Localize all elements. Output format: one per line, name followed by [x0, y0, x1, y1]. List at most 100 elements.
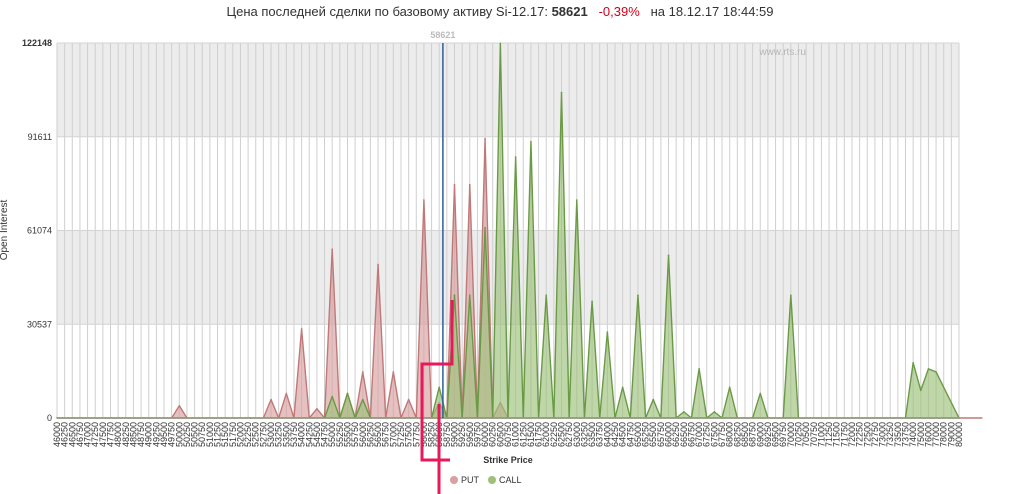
x-tick-label: 53250 — [274, 422, 284, 447]
x-tick-label: 50500 — [190, 422, 200, 447]
x-tick-label: 63000 — [572, 422, 582, 447]
x-tick-label: 62500 — [557, 422, 567, 447]
x-tick-label: 63750 — [595, 422, 605, 447]
x-tick-label: 54250 — [304, 422, 314, 447]
header-prefix: Цена последней сделки по базовому активу… — [226, 4, 548, 19]
data-point-call — [560, 91, 563, 94]
x-tick-label: 63250 — [579, 422, 589, 447]
x-tick-label: 61000 — [511, 422, 521, 447]
x-tick-label: 65750 — [656, 422, 666, 447]
x-tick-label: 62000 — [541, 422, 551, 447]
x-tick-label: 53000 — [266, 422, 276, 447]
x-tick-label: 69500 — [771, 422, 781, 447]
data-point-put — [361, 371, 364, 373]
x-tick-label: 64500 — [618, 422, 628, 447]
x-tick-label: 51750 — [228, 422, 238, 447]
data-point-call — [514, 156, 517, 158]
x-tick-label: 77000 — [931, 422, 941, 447]
x-tick-label: 59500 — [465, 422, 475, 447]
x-tick-label: 50750 — [197, 422, 207, 447]
data-point-call — [530, 140, 532, 143]
data-point-put — [377, 263, 379, 266]
data-point-call — [728, 386, 731, 389]
x-tick-label: 56750 — [381, 422, 391, 447]
x-tick-label: 66000 — [664, 422, 674, 447]
data-point-put — [270, 398, 272, 401]
data-point-call — [667, 254, 670, 257]
x-tick-label: 50250 — [182, 422, 192, 447]
x-tick-label: 67500 — [709, 422, 719, 447]
marker-bracket — [420, 300, 454, 462]
x-tick-label: 60500 — [495, 422, 505, 447]
x-tick-label: 71000 — [816, 422, 826, 447]
x-tick-label: 76000 — [923, 422, 933, 447]
data-point-call — [499, 42, 502, 45]
x-tick-label: 79000 — [946, 422, 956, 447]
x-tick-label: 75000 — [916, 422, 926, 447]
data-point-put — [316, 407, 318, 410]
x-tick-label: 54500 — [312, 422, 322, 447]
x-tick-label: 53500 — [281, 422, 291, 447]
x-tick-label: 51000 — [205, 422, 215, 447]
current-price-label: 58621 — [430, 30, 455, 40]
x-tick-label: 46250 — [60, 422, 70, 447]
x-tick-label: 51250 — [213, 422, 223, 447]
x-tick-label: 70500 — [801, 422, 811, 447]
x-tick-label: 67000 — [694, 422, 704, 447]
x-tick-label: 56000 — [358, 422, 368, 447]
x-tick-label: 48000 — [113, 422, 123, 447]
data-point-call — [453, 294, 456, 296]
x-tick-label: 60000 — [480, 422, 490, 447]
x-tick-label: 55000 — [327, 422, 337, 447]
x-tick-label: 68500 — [740, 422, 750, 447]
x-tick-label: 68750 — [748, 422, 758, 447]
data-point-call — [759, 392, 762, 395]
data-point-put — [392, 371, 395, 373]
x-tick-label: 62750 — [564, 422, 574, 447]
x-tick-label: 70750 — [809, 422, 819, 447]
x-tick-label: 56250 — [365, 422, 375, 447]
x-tick-label: 54000 — [297, 422, 307, 447]
x-tick-label: 49750 — [167, 422, 177, 447]
x-tick-label: 58250 — [427, 422, 437, 447]
x-tick-label: 61500 — [526, 422, 536, 447]
x-tick-label: 66250 — [671, 422, 681, 447]
x-tick-label: 78000 — [939, 422, 949, 447]
data-point-call — [438, 386, 441, 389]
x-tick-label: 68250 — [732, 422, 742, 447]
legend-swatch-call — [488, 476, 496, 484]
x-tick-label: 66500 — [679, 422, 689, 447]
data-point-put — [453, 183, 456, 186]
x-tick-label: 61250 — [518, 422, 528, 447]
x-tick-label: 57250 — [396, 422, 406, 447]
data-point-call — [484, 226, 486, 229]
header-date-prefix: на — [650, 4, 666, 19]
watermark: www.rts.ru — [758, 47, 806, 58]
x-tick-label: 46750 — [75, 422, 85, 447]
x-tick-label: 48500 — [128, 422, 138, 447]
x-tick-label: 65250 — [641, 422, 651, 447]
x-tick-label: 54750 — [320, 422, 330, 447]
data-point-call — [361, 398, 364, 401]
data-point-call — [346, 392, 349, 395]
data-point-call — [331, 395, 333, 398]
data-point-call — [919, 389, 922, 392]
legend-label-put: PUT — [461, 475, 480, 485]
y-tick-label: 61074 — [27, 226, 52, 236]
data-point-call — [912, 361, 914, 364]
x-tick-label: 61750 — [534, 422, 544, 447]
x-tick-label: 46000 — [52, 422, 62, 447]
x-tick-label: 52500 — [251, 422, 261, 447]
data-point-put — [331, 248, 333, 250]
data-point-put — [423, 199, 425, 201]
data-point-call — [606, 331, 609, 333]
x-tick-label: 69000 — [755, 422, 765, 447]
x-tick-label: 60250 — [488, 422, 498, 447]
data-point-put — [178, 404, 181, 407]
data-point-call — [591, 300, 593, 303]
x-tick-label: 80000 — [954, 422, 964, 447]
x-tick-label: 55750 — [350, 422, 360, 447]
data-point-call — [713, 411, 716, 413]
data-point-put — [300, 328, 303, 330]
x-tick-label: 64250 — [610, 422, 620, 447]
